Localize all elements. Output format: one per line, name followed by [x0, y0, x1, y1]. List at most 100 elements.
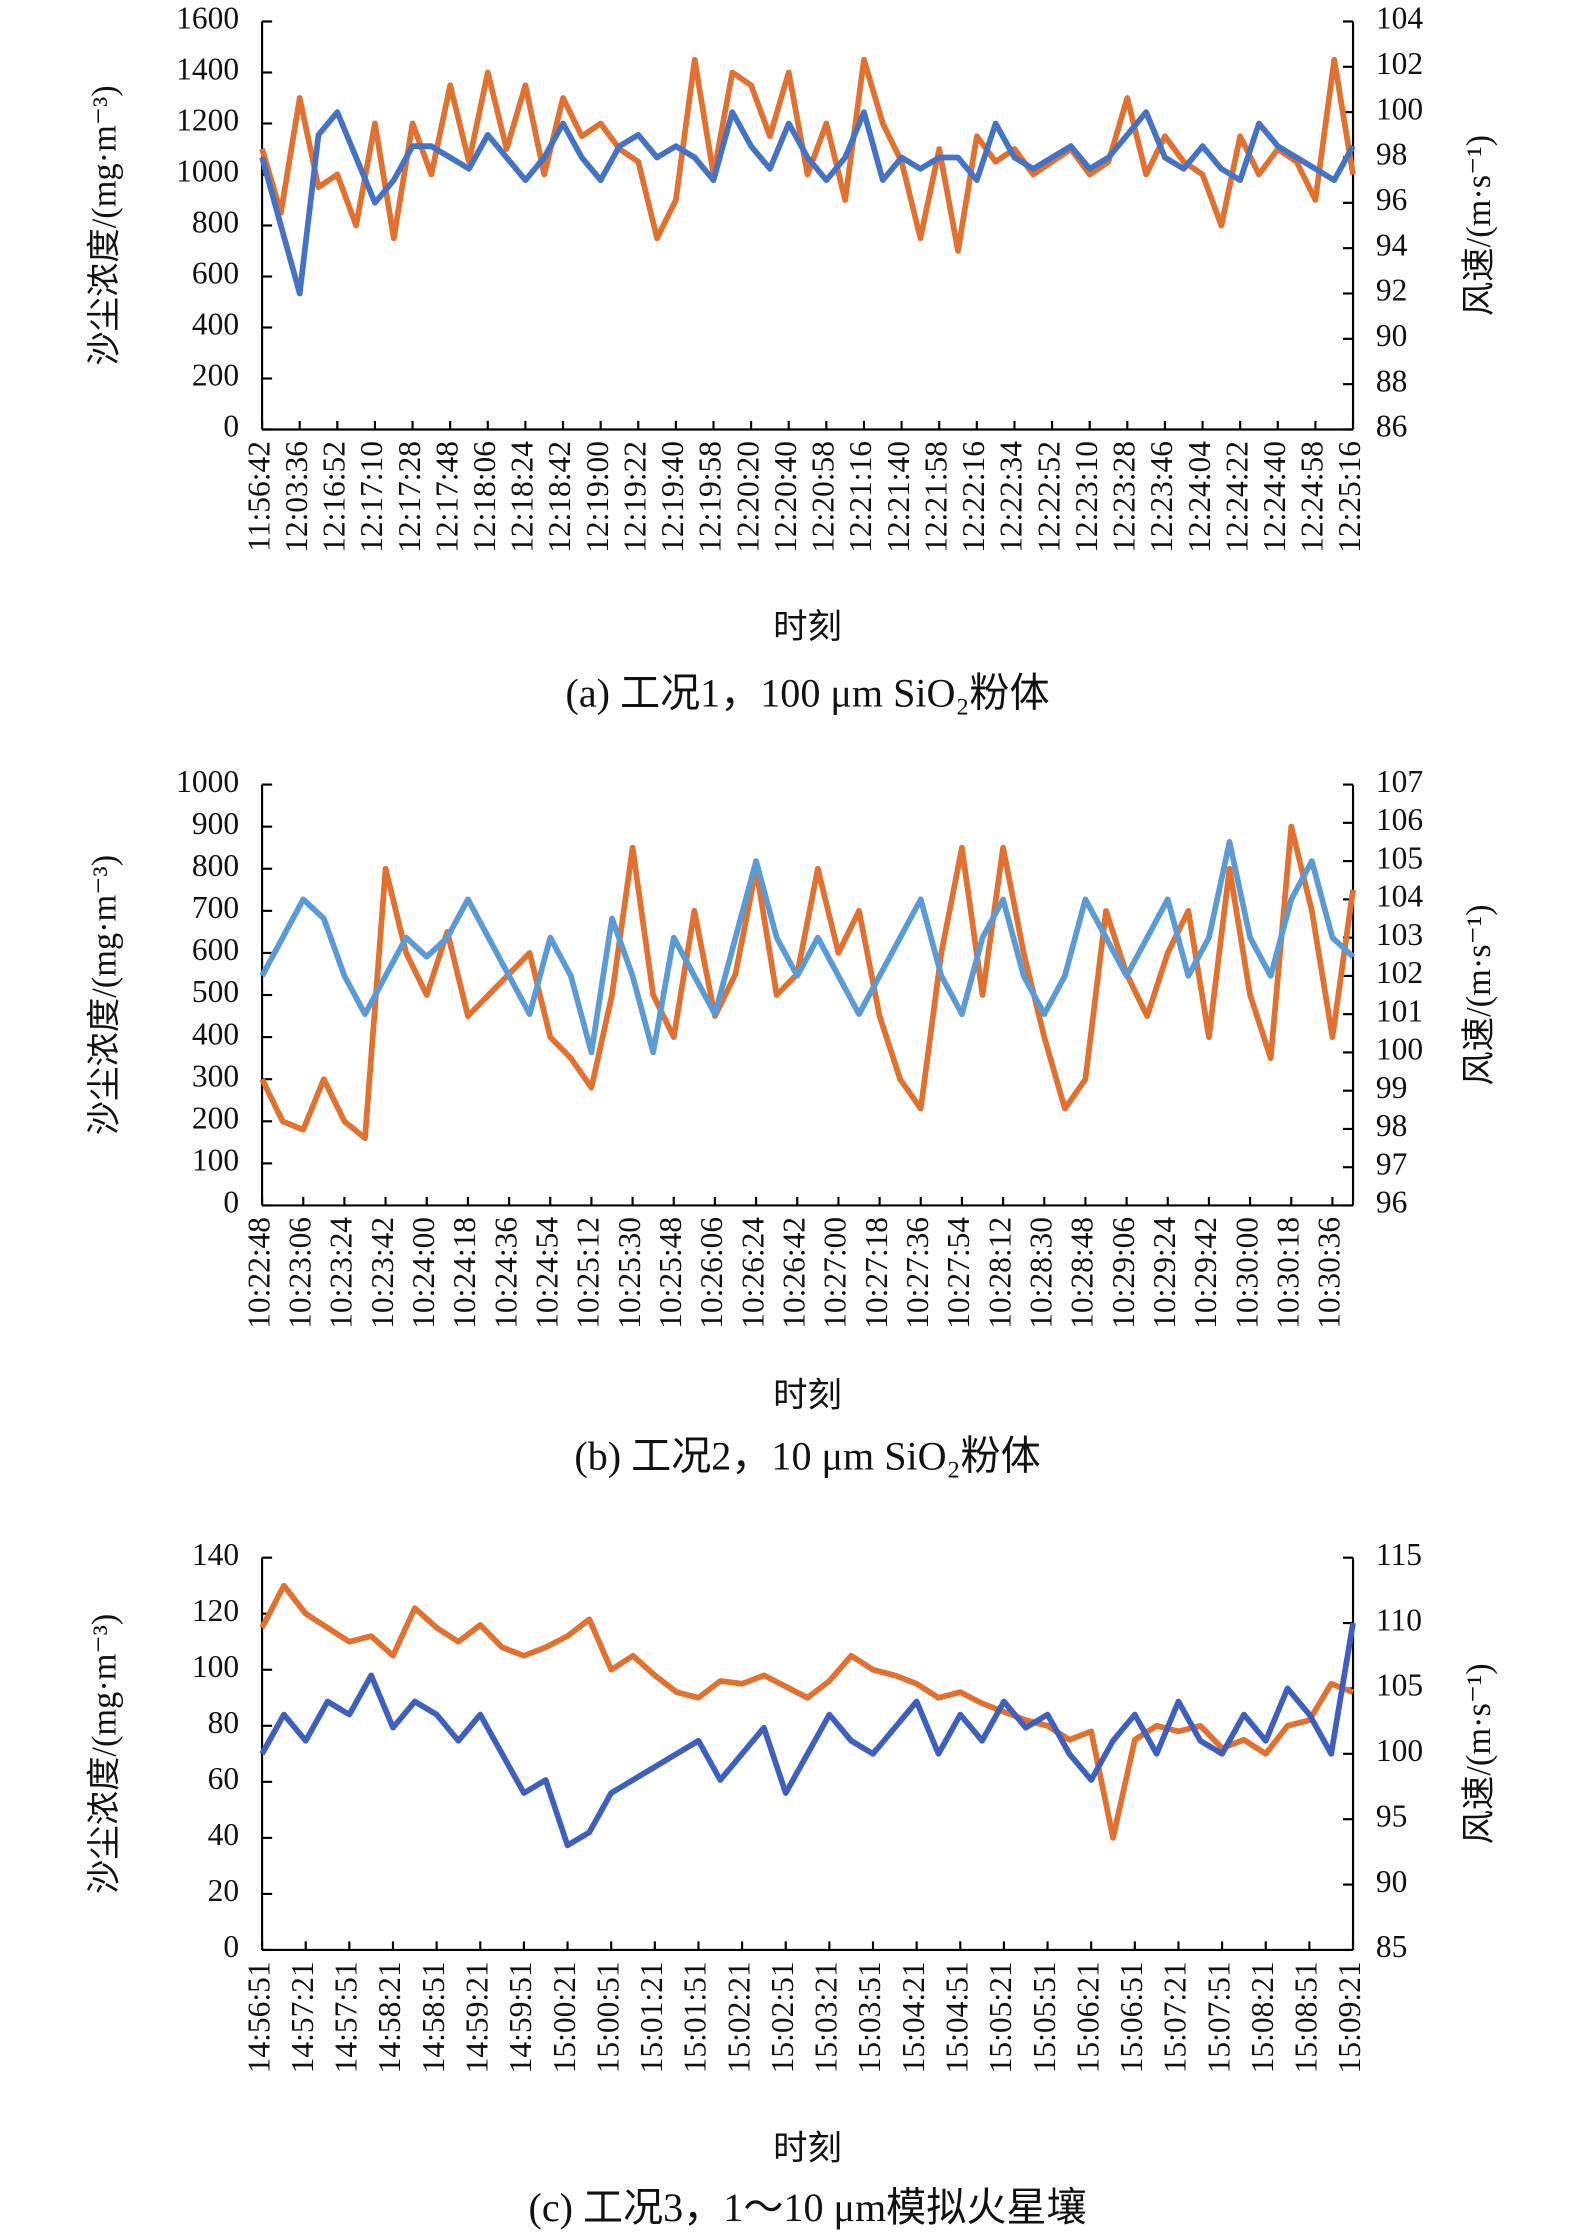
x-tick-label: 15:07:21 [1158, 1961, 1193, 2073]
y-tick-label: 700 [192, 890, 239, 925]
x-tick-label: 14:58:51 [416, 1961, 451, 2073]
x-tick-label: 10:26:42 [776, 1217, 811, 1329]
caption: (c) 工况3，1～10 μm模拟火星壤 [529, 2185, 1087, 2230]
x-tick-label: 10:29:24 [1147, 1217, 1182, 1329]
y-tick-label: 20 [208, 1873, 239, 1908]
x-tick-label: 15:04:51 [940, 1961, 975, 2073]
x-tick-label: 12:24:58 [1295, 441, 1330, 553]
x-tick-label: 12:21:16 [843, 441, 878, 553]
x-tick-label: 15:06:51 [1114, 1961, 1149, 2073]
x-tick-label: 10:23:06 [282, 1217, 317, 1329]
x-tick-label: 10:28:12 [982, 1217, 1017, 1329]
x-tick-label: 12:18:24 [505, 441, 540, 553]
x-tick-label: 12:17:48 [429, 441, 464, 553]
x-tick-label: 12:23:28 [1107, 441, 1142, 553]
x-tick-label: 12:21:40 [881, 441, 916, 553]
y-tick-label: 60 [208, 1761, 239, 1796]
x-axis-label: 时刻 [773, 1377, 842, 1415]
x-tick-label: 12:22:34 [994, 441, 1029, 553]
x-tick-label: 14:57:21 [285, 1961, 320, 2073]
x-tick-label: 12:20:58 [806, 441, 841, 553]
x-tick-label: 10:28:48 [1065, 1217, 1100, 1329]
x-tick-label: 15:02:21 [721, 1961, 756, 2073]
y2-tick-label: 94 [1376, 227, 1408, 262]
x-tick-label: 10:25:12 [571, 1217, 606, 1329]
x-tick-label: 15:02:51 [765, 1961, 800, 2073]
y-tick-label: 140 [192, 1537, 239, 1572]
x-tick-label: 12:16:52 [317, 441, 352, 553]
x-tick-label: 15:06:21 [1070, 1961, 1105, 2073]
x-tick-label: 10:25:30 [612, 1217, 647, 1329]
x-tick-label: 10:27:36 [900, 1217, 935, 1329]
x-tick-label: 15:07:51 [1201, 1961, 1236, 2073]
x-tick-label: 12:18:42 [542, 441, 577, 553]
y-tick-label: 300 [192, 1058, 239, 1093]
x-tick-label: 12:23:46 [1144, 441, 1179, 553]
y-tick-label: 100 [192, 1649, 239, 1684]
x-tick-label: 10:29:42 [1188, 1217, 1223, 1329]
y-tick-label: 200 [192, 358, 239, 393]
y2-tick-label: 96 [1376, 1185, 1407, 1220]
x-axis-label: 时刻 [773, 2130, 842, 2168]
y-tick-label: 1000 [176, 154, 239, 189]
x-tick-label: 12:22:16 [956, 441, 991, 553]
y2-tick-label: 95 [1376, 1798, 1407, 1833]
x-tick-label: 10:30:18 [1270, 1217, 1305, 1329]
y2-tick-label: 107 [1376, 764, 1423, 799]
y-tick-label: 800 [192, 848, 239, 883]
y-tick-label: 40 [208, 1817, 239, 1852]
x-tick-label: 14:56:51 [241, 1961, 276, 2073]
y2-tick-label: 102 [1376, 46, 1423, 81]
y-tick-label: 1000 [176, 764, 239, 799]
x-tick-label: 12:22:52 [1031, 441, 1066, 553]
y2-axis-label: 风速/(m·s⁻¹) [1460, 904, 1498, 1085]
series-line [259, 839, 1355, 1056]
x-tick-label: 12:19:58 [693, 441, 728, 553]
series-line [259, 56, 1356, 254]
x-tick-label: 10:24:36 [488, 1217, 523, 1329]
y2-tick-label: 103 [1376, 917, 1423, 952]
x-tick-label: 14:57:51 [329, 1961, 364, 2073]
x-tick-label: 12:21:58 [918, 441, 953, 553]
y2-tick-label: 98 [1376, 137, 1407, 172]
y2-tick-label: 97 [1376, 1146, 1407, 1181]
x-tick-label: 10:24:00 [406, 1217, 441, 1329]
y-tick-label: 600 [192, 256, 239, 291]
x-tick-label: 15:00:51 [590, 1961, 625, 2073]
y-axis-label: 沙尘浓度/(mg·m⁻³) [85, 1614, 123, 1894]
y2-tick-label: 115 [1376, 1537, 1422, 1572]
x-tick-label: 10:23:42 [365, 1217, 400, 1329]
x-tick-label: 10:27:54 [941, 1217, 976, 1329]
x-tick-label: 12:17:10 [354, 441, 389, 553]
y2-tick-label: 100 [1376, 1733, 1423, 1768]
x-tick-label: 14:59:51 [503, 1961, 538, 2073]
x-tick-label: 10:24:18 [447, 1217, 482, 1329]
x-tick-label: 15:01:21 [634, 1961, 669, 2073]
x-axis-label: 时刻 [773, 608, 842, 646]
x-tick-label: 10:22:48 [241, 1217, 276, 1329]
y2-tick-label: 105 [1376, 840, 1423, 875]
x-tick-label: 10:24:54 [529, 1217, 564, 1329]
y2-tick-label: 98 [1376, 1108, 1407, 1143]
x-tick-label: 10:27:18 [859, 1217, 894, 1329]
x-tick-label: 12:03:36 [279, 441, 314, 553]
series-line [259, 1622, 1356, 1849]
y2-axis-label: 风速/(m·s⁻¹) [1460, 1663, 1498, 1844]
x-tick-label: 10:28:30 [1023, 1217, 1058, 1329]
y2-tick-label: 105 [1376, 1668, 1423, 1703]
y2-tick-label: 90 [1376, 318, 1407, 353]
y-tick-label: 400 [192, 307, 239, 342]
y-axis-label: 沙尘浓度/(mg·m⁻³) [85, 85, 123, 365]
y-tick-label: 1200 [176, 103, 239, 138]
y2-tick-label: 92 [1376, 273, 1407, 308]
x-tick-label: 12:18:06 [467, 441, 502, 553]
x-tick-label: 15:04:21 [896, 1961, 931, 2073]
x-tick-label: 10:30:00 [1229, 1217, 1264, 1329]
x-tick-label: 12:24:40 [1257, 441, 1292, 553]
x-tick-label: 15:05:21 [983, 1961, 1018, 2073]
x-tick-label: 12:19:22 [617, 441, 652, 553]
y2-tick-label: 102 [1376, 955, 1423, 990]
x-tick-label: 15:08:51 [1289, 1961, 1324, 2073]
x-tick-label: 15:09:21 [1332, 1961, 1367, 2073]
y2-tick-label: 88 [1376, 363, 1407, 398]
